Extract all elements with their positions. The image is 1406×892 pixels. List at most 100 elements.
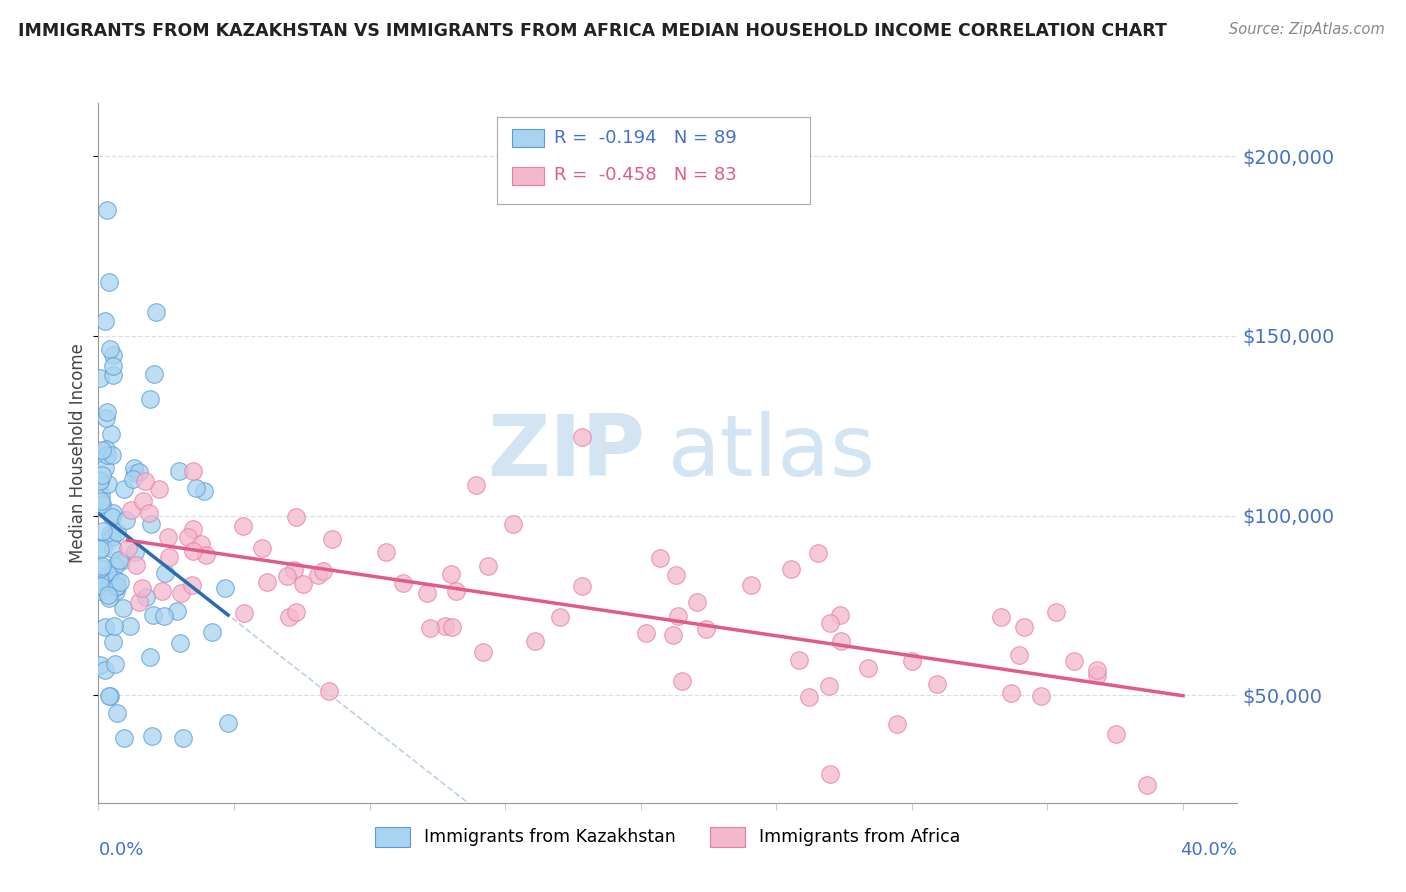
- Point: [169, 586, 191, 600]
- Point: [91, 497, 114, 511]
- Text: Source: ZipAtlas.com: Source: ZipAtlas.com: [1229, 22, 1385, 37]
- Point: [181, 578, 204, 592]
- Point: [89, 542, 111, 557]
- Point: [134, 475, 156, 489]
- Point: [256, 575, 278, 590]
- Point: [89, 474, 111, 488]
- Point: [1085, 664, 1108, 678]
- Point: [830, 634, 852, 648]
- Point: [105, 706, 128, 721]
- Point: [285, 605, 308, 619]
- Point: [190, 537, 212, 551]
- Point: [666, 609, 689, 624]
- Point: [94, 410, 117, 425]
- Point: [124, 467, 146, 481]
- Point: [101, 635, 124, 649]
- Point: [139, 517, 162, 532]
- Point: [110, 553, 132, 567]
- Point: [927, 676, 949, 690]
- Point: [650, 551, 672, 566]
- Point: [830, 608, 852, 623]
- Point: [181, 522, 204, 536]
- Point: [139, 392, 162, 406]
- Point: [155, 566, 177, 581]
- Point: [141, 729, 163, 743]
- Point: [277, 610, 299, 624]
- Point: [114, 513, 136, 527]
- Point: [392, 575, 415, 590]
- Point: [91, 541, 114, 556]
- Point: [886, 717, 908, 731]
- Point: [787, 652, 810, 666]
- Point: [104, 558, 127, 573]
- Point: [419, 621, 441, 635]
- Point: [96, 203, 118, 218]
- Point: [131, 581, 153, 595]
- Point: [111, 600, 134, 615]
- Point: [104, 657, 127, 671]
- Point: [105, 579, 128, 593]
- Point: [98, 342, 121, 356]
- Point: [990, 610, 1012, 624]
- Point: [97, 477, 120, 491]
- Point: [695, 622, 717, 636]
- Point: [96, 448, 118, 462]
- Point: [252, 541, 274, 556]
- Point: [94, 663, 117, 677]
- Point: [89, 657, 111, 672]
- Point: [101, 448, 124, 462]
- Point: [1136, 778, 1159, 792]
- Point: [232, 519, 254, 533]
- Point: [90, 499, 112, 513]
- Point: [662, 628, 685, 642]
- Point: [671, 673, 693, 688]
- Point: [94, 314, 117, 328]
- Point: [292, 576, 315, 591]
- Point: [117, 541, 139, 555]
- Point: [148, 482, 170, 496]
- Point: [112, 731, 135, 746]
- Point: [100, 427, 122, 442]
- Point: [142, 368, 165, 382]
- Point: [90, 488, 112, 502]
- Point: [97, 591, 120, 606]
- Point: [780, 561, 803, 575]
- Point: [98, 690, 121, 704]
- Point: [91, 559, 114, 574]
- Text: 0.0%: 0.0%: [98, 841, 143, 859]
- Point: [103, 619, 125, 633]
- Point: [104, 574, 127, 588]
- Point: [105, 525, 128, 540]
- Point: [145, 305, 167, 319]
- Point: [128, 465, 150, 479]
- Point: [110, 575, 132, 590]
- Point: [444, 583, 467, 598]
- Point: [90, 579, 112, 593]
- Point: [806, 546, 828, 560]
- Point: [276, 569, 298, 583]
- Point: [124, 545, 146, 559]
- Point: [101, 530, 124, 544]
- Point: [571, 579, 593, 593]
- Point: [818, 679, 841, 693]
- Point: [416, 586, 439, 600]
- Point: [166, 604, 188, 618]
- Point: [157, 549, 180, 564]
- Y-axis label: Median Household Income: Median Household Income: [69, 343, 87, 563]
- Point: [665, 567, 688, 582]
- Point: [98, 569, 121, 583]
- Point: [112, 482, 135, 496]
- Point: [101, 510, 124, 524]
- Point: [1063, 654, 1085, 668]
- FancyBboxPatch shape: [498, 117, 810, 204]
- Text: atlas: atlas: [668, 411, 876, 494]
- Point: [142, 608, 165, 623]
- Point: [103, 348, 125, 362]
- Point: [128, 594, 150, 608]
- Point: [233, 606, 256, 620]
- Point: [96, 568, 118, 582]
- Point: [122, 472, 145, 486]
- Point: [153, 609, 176, 624]
- Point: [283, 563, 305, 577]
- Point: [101, 368, 124, 382]
